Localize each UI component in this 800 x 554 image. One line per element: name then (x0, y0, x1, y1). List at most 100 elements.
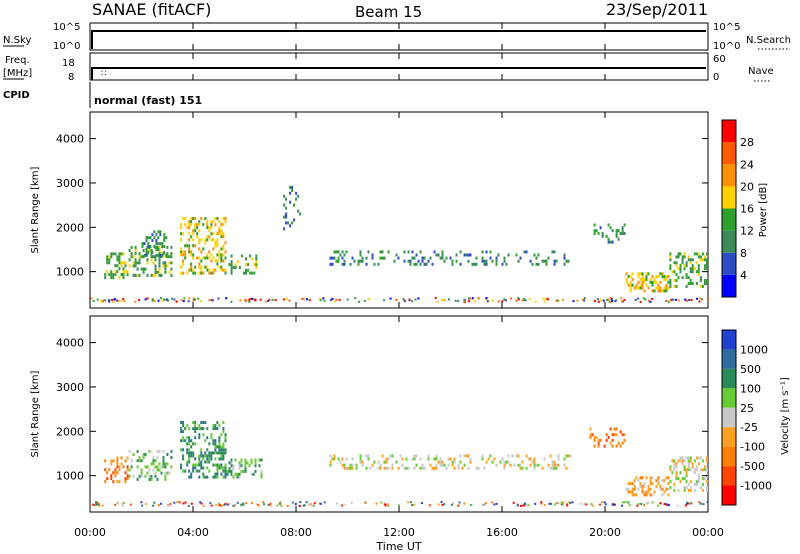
scatter-cell (485, 460, 488, 464)
scatter-cell (681, 261, 684, 265)
scatter-cell (214, 445, 217, 449)
scatter-cell (182, 469, 185, 473)
colorbar-swatch (722, 274, 736, 297)
scatter-cell (419, 262, 422, 266)
colorbar-swatch (722, 330, 736, 350)
scatter-cell (341, 504, 343, 507)
scatter-cell (441, 253, 444, 257)
scatter-cell (684, 504, 687, 507)
scatter-cell (138, 258, 141, 262)
scatter-cell (595, 436, 598, 439)
scatter-cell (485, 298, 488, 301)
scatter-cell (220, 451, 223, 455)
scatter-cell (192, 232, 195, 236)
scatter-cell (517, 297, 520, 300)
scatter-cell (206, 235, 209, 239)
scatter-cell (198, 460, 201, 464)
scatter-cell (238, 472, 241, 476)
scatter-cell (544, 297, 547, 300)
scatter-cell (439, 463, 442, 467)
scatter-cell (331, 262, 334, 266)
scatter-cell (669, 282, 672, 285)
scatter-cell (220, 463, 223, 467)
scatter-cell (419, 457, 422, 461)
scatter-cell (691, 267, 694, 271)
scatter-cell (159, 297, 162, 300)
scatter-cell (533, 466, 536, 470)
freq-unit-label: [MHz] (3, 68, 32, 79)
colorbar-swatch (722, 407, 736, 428)
scatter-cell (468, 300, 470, 303)
scatter-cell (653, 280, 656, 284)
scatter-cell (271, 298, 274, 301)
scatter-cell (343, 262, 346, 266)
scatter-cell (423, 256, 426, 260)
scatter-cell (116, 459, 119, 463)
scatter-cell (244, 458, 247, 462)
scatter-cell (661, 275, 664, 279)
scatter-cell (279, 502, 281, 505)
scatter-cell (627, 283, 630, 287)
scatter-cell (507, 454, 510, 458)
scatter-cell (132, 255, 135, 259)
scatter-cell (222, 457, 225, 461)
scatter-cell (634, 298, 637, 301)
scatter-cell (507, 253, 510, 257)
scatter-cell (611, 300, 614, 302)
scatter-cell (173, 298, 176, 301)
scatter-cell (535, 262, 538, 266)
scatter-cell (547, 298, 550, 301)
scatter-cell (146, 297, 149, 300)
scatter-cell (208, 451, 211, 455)
scatter-cell (557, 454, 560, 458)
scatter-cell (224, 466, 227, 470)
scatter-cell (171, 297, 173, 300)
scatter-cell (651, 280, 654, 284)
scatter-cell (675, 465, 678, 469)
scatter-cell (210, 454, 213, 458)
scatter-cell (603, 444, 606, 448)
scatter-cell (200, 451, 203, 455)
scatter-cell (391, 466, 394, 470)
scatter-cell (633, 479, 636, 483)
scatter-cell (373, 262, 376, 266)
scatter-cell (226, 469, 229, 473)
scatter-cell (528, 298, 531, 300)
scatter-cell (224, 256, 227, 260)
scatter-cell (160, 471, 163, 475)
scatter-cell (648, 299, 651, 302)
scatter-cell (222, 466, 225, 470)
colorbar-frame (721, 329, 737, 506)
scatter-cell (190, 475, 193, 479)
scatter-cell (687, 465, 690, 469)
scatter-cell (513, 463, 516, 467)
scatter-cell (148, 249, 151, 252)
scatter-cell (95, 503, 98, 506)
scatter-cell (192, 298, 195, 301)
scatter-cell (623, 223, 626, 227)
scatter-cell (141, 504, 144, 507)
scatter-cell (693, 488, 696, 492)
scatter-cell (232, 464, 235, 468)
scatter-cell (222, 235, 225, 239)
nsky-trace (91, 30, 706, 49)
scatter-cell (385, 460, 388, 464)
scatter-cell (154, 273, 157, 277)
scatter-cell (245, 502, 248, 505)
scatter-cell (214, 472, 217, 476)
scatter-cell (503, 259, 506, 263)
scatter-cell (190, 439, 193, 443)
scatter-cell (447, 463, 450, 467)
scatter-cell (163, 245, 166, 248)
scatter-cell (631, 283, 634, 287)
scatter-cell (623, 501, 626, 504)
scatter-cell (159, 242, 162, 246)
scatter-cell (180, 250, 183, 254)
scatter-cell (250, 297, 253, 300)
scatter-cell (463, 298, 466, 301)
scatter-cell (236, 475, 239, 479)
scatter-cell (425, 262, 428, 266)
scatter-cell (242, 502, 245, 505)
scatter-cell (669, 486, 672, 489)
